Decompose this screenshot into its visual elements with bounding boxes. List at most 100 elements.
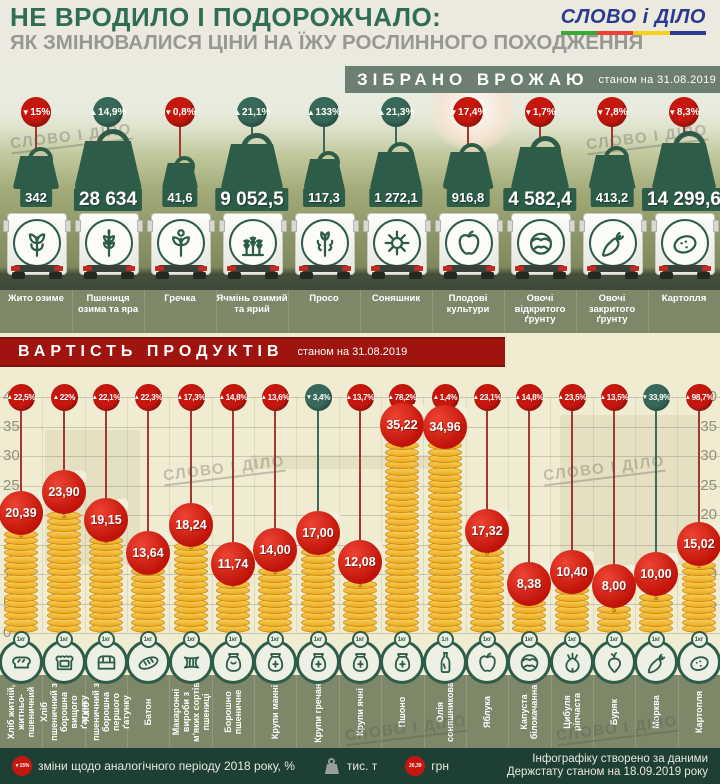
label-divider <box>288 290 289 333</box>
truck-icon <box>3 213 71 279</box>
harvest-value: 4 582,4 <box>503 188 577 211</box>
connector-line <box>323 126 325 153</box>
badge-curl <box>666 553 678 565</box>
column-divider <box>466 397 467 633</box>
product-label: Хліб пшеничний з борошна вищого ґатунку <box>39 682 89 741</box>
prices-section-title: ВАРТІСТЬ ПРОДУКТІВ <box>18 343 284 360</box>
price-value: 12,08 <box>344 555 376 569</box>
connector-line <box>539 126 541 138</box>
harvest-label-band: Жито озиме Пшениця озима та яра Гречка Ячмі… <box>0 290 720 333</box>
potato-icon <box>673 235 697 254</box>
weight-icon <box>652 143 716 189</box>
legend-price-unit: грн <box>431 759 449 773</box>
truck-icon <box>651 213 719 279</box>
product-icon-circle <box>211 640 255 684</box>
background-shelf <box>560 415 700 565</box>
carrot-icon <box>647 653 665 673</box>
crop-icon-circle <box>157 219 205 267</box>
unit-badge: 1кг <box>55 631 73 648</box>
wheat-icon <box>102 229 116 257</box>
change-badge: ▼ 1,7% <box>524 97 556 127</box>
price-connector-line <box>486 409 488 509</box>
unit-badge: 1кг <box>393 631 411 648</box>
price-change-badge: ▼ 3,4% <box>304 384 332 411</box>
brand-logo-text: СЛОВО і ДІЛО <box>560 6 706 28</box>
watermark: СЛОВО І ДІЛО <box>162 452 287 487</box>
dollar-icon: $ <box>357 579 363 589</box>
price-connector-line <box>147 409 149 531</box>
harvest-section-title: ЗІБРАНО ВРОЖАЮ <box>357 69 589 89</box>
label-divider <box>85 675 86 748</box>
badge-curl <box>328 512 340 524</box>
truck-icon <box>219 213 287 279</box>
harvest-value: 342 <box>20 188 52 207</box>
unit-badge: 1кг <box>266 631 284 648</box>
price-connector-line <box>105 409 107 498</box>
unit-badge: 1кг <box>647 631 665 648</box>
crop-icon-circle <box>13 219 61 267</box>
change-badge: ▼ 0,8% <box>164 97 196 127</box>
product-label: Капуста білокачанна <box>519 684 539 739</box>
crop-icon-circle <box>85 219 133 267</box>
product-label: Яблука <box>482 695 492 728</box>
crop-icon-circle <box>373 219 421 267</box>
change-badge: ▼ 7,8% <box>596 97 628 127</box>
connector-line <box>611 126 613 148</box>
sack-icon <box>267 652 283 672</box>
label-divider <box>144 290 145 333</box>
price-connector-line <box>571 409 573 550</box>
price-badge: 17,00 <box>296 511 340 555</box>
barley-icon <box>241 236 265 257</box>
price-value: 8,38 <box>516 577 542 591</box>
beet-icon <box>607 651 621 673</box>
legend-weight-unit: тис. т <box>346 759 378 773</box>
price-connector-line <box>274 409 276 528</box>
axis-label-right: 20 <box>700 506 717 523</box>
unit-badge: 1кг <box>605 631 623 648</box>
column-divider <box>635 397 636 633</box>
harvest-label: Овочі закритого ґрунту <box>588 293 636 325</box>
onion-icon <box>564 652 580 673</box>
label-divider <box>169 675 170 748</box>
apple-icon <box>478 652 496 672</box>
badge-curl <box>412 404 424 416</box>
axis-label-left: 35 <box>3 417 20 435</box>
unit-badge: 1кг <box>309 631 327 648</box>
product-label: Хліб пшеничний з борошна першого ґатунку <box>81 682 131 741</box>
price-connector-line <box>232 409 234 542</box>
column-divider <box>254 397 255 633</box>
price-change-badge: ▲ 98,7% <box>685 384 714 411</box>
badge-curl <box>455 406 467 418</box>
price-connector-line <box>317 409 319 511</box>
price-change-badge: ▲ 22,3% <box>134 384 163 411</box>
harvest-label: Пшениця озима та яра <box>77 293 139 315</box>
harvest-label: Овочі відкритого ґрунту <box>514 293 566 325</box>
price-change-badge: ▲ 13,5% <box>600 384 629 411</box>
weight-icon <box>442 152 494 189</box>
rye-icon <box>28 233 46 257</box>
unit-badge: 1кг <box>139 631 157 648</box>
price-change-badge: ▲ 14,8% <box>515 384 544 411</box>
label-divider <box>360 290 361 333</box>
column-divider <box>550 397 551 633</box>
price-change-badge: ▲ 23,5% <box>558 384 587 411</box>
price-badge: 13,64 <box>126 531 170 575</box>
harvest-label: Жито озиме <box>8 293 64 304</box>
price-connector-line <box>359 409 361 540</box>
price-badge: 14,00 <box>253 528 297 572</box>
weight-icon <box>162 163 198 189</box>
change-badge: ▲ 14,9% <box>90 97 126 127</box>
legend-change: ▼15% зміни щодо аналогічного періоду 201… <box>12 756 295 776</box>
connector-line <box>467 126 469 145</box>
buckwheat-icon <box>172 229 190 257</box>
price-change-badge: ▲ 22,5% <box>7 384 36 411</box>
label-divider <box>127 675 128 748</box>
label-divider <box>212 675 213 748</box>
change-badge: ▼ 15% <box>21 97 51 127</box>
label-divider <box>296 675 297 748</box>
price-badge: 8,38 <box>507 562 551 606</box>
column-divider <box>423 397 424 633</box>
oil-bottle-icon <box>440 651 450 673</box>
prices-as-of-date: станом на 31.08.2019 <box>297 346 408 358</box>
price-change-badge: ▲ 13,7% <box>346 384 375 411</box>
